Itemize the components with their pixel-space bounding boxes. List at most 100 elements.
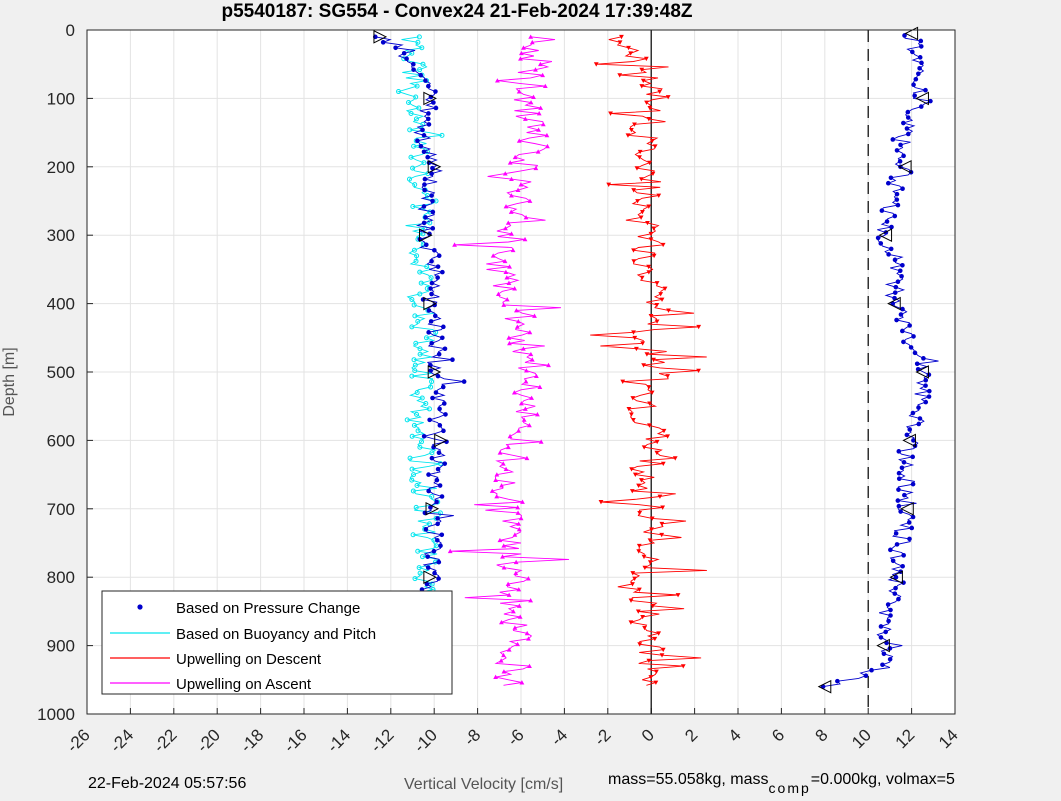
upwelling-ascent-point [516,521,522,526]
pressure-ascent-point [878,241,884,246]
upwelling-ascent-point [532,313,537,318]
legend: Based on Pressure Change Based on Buoyan… [101,590,453,695]
footer-comp-subscript: comp [768,780,811,796]
y-axis-label: Depth [m] [1,347,18,416]
upwelling-ascent-point [522,406,528,411]
upwelling-descent-point [648,237,654,242]
pressure-descent-point [418,143,424,149]
pressure-descent-point [429,340,434,346]
buoyancy-descent-point [433,329,439,335]
pressure-descent-point [436,253,442,259]
pressure-descent-point [422,187,427,193]
buoyancy-descent-point [419,395,425,401]
pressure-descent-point [431,100,436,105]
upwelling-descent-point [666,308,671,313]
pressure-ascent-point [898,312,904,317]
upwelling-descent-point [647,423,652,428]
pressure-descent-point [427,417,432,423]
pressure-descent-point [435,275,440,280]
pressure-ascent-point [892,213,898,219]
buoyancy-descent-point [416,105,422,111]
pressure-ascent-point [918,44,924,49]
pressure-ascent-point [900,306,905,312]
upwelling-ascent-point [523,368,529,373]
upwelling-ascent-point [523,215,529,220]
buoyancy-descent-point [414,83,420,89]
upwelling-ascent-point [516,587,522,592]
upwelling-descent-point [606,182,612,187]
pressure-ascent-point [907,427,913,432]
buoyancy-descent-point [424,264,430,270]
buoyancy-descent-point [428,384,434,390]
upwelling-ascent-point [522,116,528,121]
pressure-descent-point [426,111,431,116]
pressure-descent-point [432,570,437,576]
x-tick-label: -10 [410,725,441,756]
buoyancy-descent-point [417,444,423,450]
upwelling-ascent-point [508,209,514,214]
pressure-ascent-point [901,153,906,159]
x-tick-label: 2 [681,725,701,745]
pressure-ascent-point [890,137,896,142]
pressure-descent-point [421,433,427,439]
upwelling-ascent-point [540,121,546,127]
upwelling-descent-point [636,543,642,549]
pressure-descent-point [415,138,420,144]
pressure-descent-point [429,258,434,264]
upwelling-ascent-point [516,89,522,94]
pressure-ascent-point [888,547,893,553]
upwelling-descent-point [644,352,650,357]
upwelling-ascent-point [514,308,519,313]
direction-marker [897,159,912,174]
upwelling-ascent-point [519,680,525,685]
pressure-ascent-point [863,673,869,678]
buoyancy-descent-point [412,362,418,368]
pressure-ascent-point [890,558,896,564]
pressure-descent-point [428,286,433,291]
direction-marker [887,296,901,311]
upwelling-ascent-point [517,614,523,619]
upwelling-descent-point [608,111,613,116]
y-tick-label: 0 [66,21,75,40]
upwelling-descent-point [661,428,667,434]
upwelling-ascent-point [540,72,546,78]
pressure-descent-point [433,390,439,395]
pressure-ascent-point [912,350,918,356]
upwelling-ascent-point [493,674,499,679]
buoyancy-descent-point [411,247,417,253]
footer-mass-text: mass=55.058kg, mass [608,771,769,788]
upwelling-ascent-point [498,658,504,663]
pressure-ascent-point [923,87,928,93]
pressure-descent-point [436,559,442,565]
buoyancy-descent-point [416,565,422,571]
pressure-descent-point [428,368,433,373]
buoyancy-descent-point [408,110,414,116]
pressure-ascent-point [893,284,899,290]
pressure-ascent-point [899,465,905,471]
y-tick-label: 500 [47,363,75,382]
pressure-descent-point [426,488,431,494]
pressure-ascent-point [894,148,900,153]
buoyancy-descent-point [407,127,413,133]
upwelling-descent-point [672,456,678,461]
pressure-descent-point [442,461,448,466]
buoyancy-descent-point [404,417,410,423]
upwelling-ascent-point [512,154,518,160]
buoyancy-descent-point [414,390,420,396]
upwelling-descent-point [630,571,636,576]
buoyancy-descent-point [419,439,425,445]
buoyancy-descent-point [439,132,445,138]
pressure-descent-point [425,565,431,570]
upwelling-descent-point [636,483,641,488]
upwelling-descent-point [644,100,649,105]
pressure-descent-point [435,466,441,472]
upwelling-descent-point [696,368,701,374]
pressure-ascent-point [900,563,905,569]
pressure-ascent-point [894,542,900,547]
upwelling-descent-point [632,576,638,581]
pressure-descent-point [411,67,416,72]
legend-label-pressure: Based on Pressure Change [176,600,360,617]
pressure-descent-point [411,61,416,67]
pressure-ascent-point [879,208,885,213]
